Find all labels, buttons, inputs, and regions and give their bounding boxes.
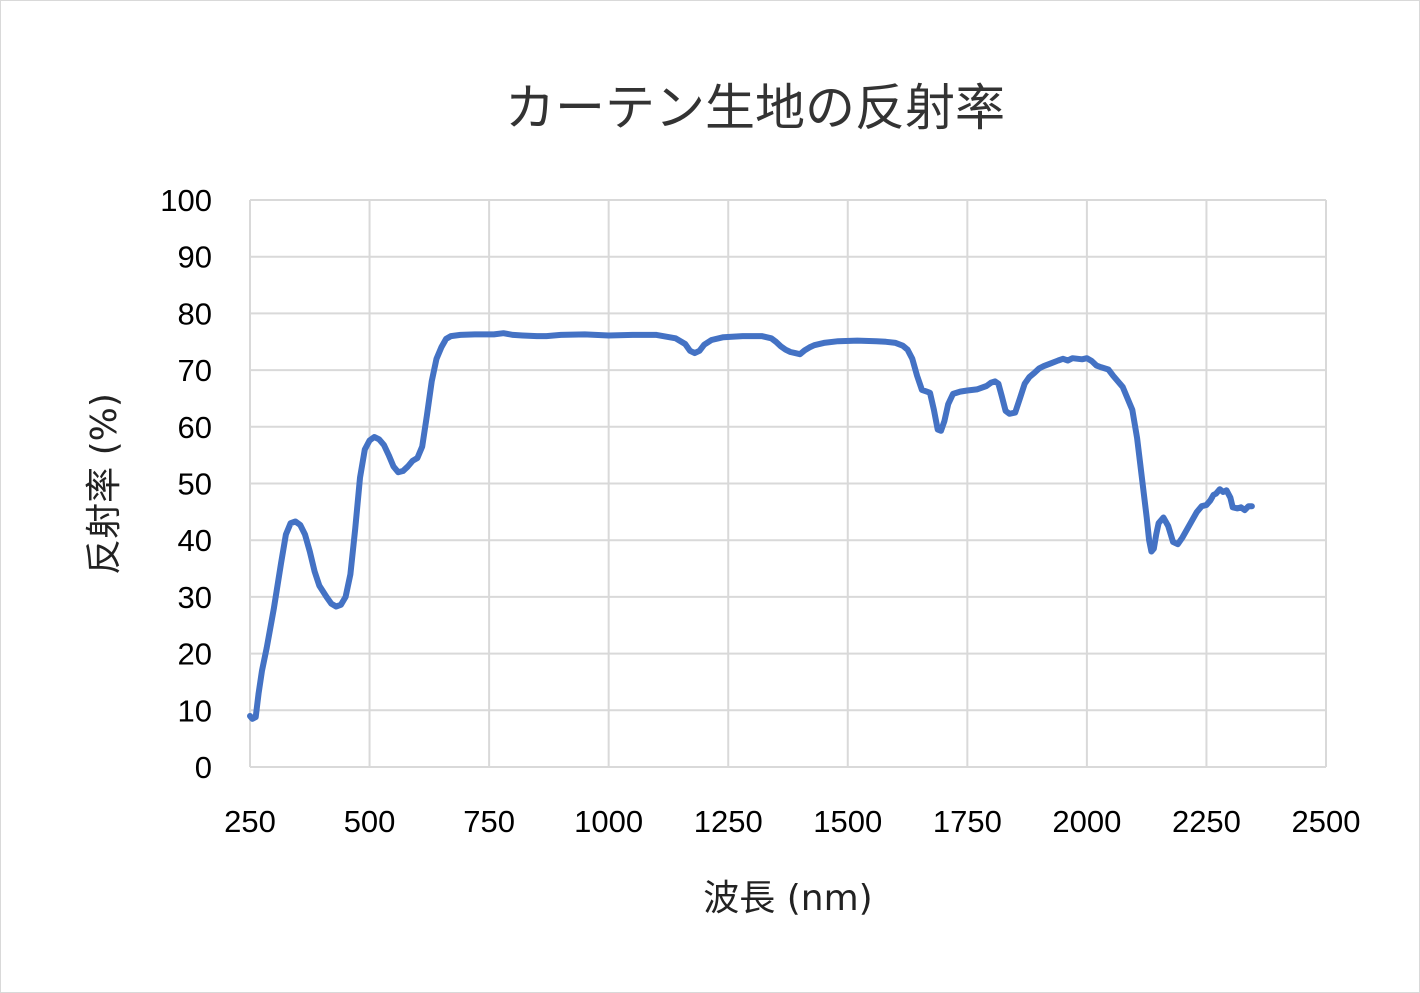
- y-axis-title: 反射率 (%): [84, 393, 125, 575]
- x-axis-title: 波長 (nm): [703, 878, 872, 919]
- y-tick-label: 70: [178, 353, 212, 388]
- x-tick-label: 500: [344, 804, 396, 839]
- y-tick-label: 80: [178, 296, 212, 331]
- x-tick-label: 1250: [694, 804, 763, 839]
- series-line: [247, 330, 1255, 722]
- y-tick-label: 20: [178, 637, 212, 672]
- x-tick-label: 750: [463, 804, 515, 839]
- x-tick-label: 2500: [1292, 804, 1361, 839]
- y-tick-label: 90: [178, 240, 212, 275]
- x-tick-label: 2250: [1172, 804, 1241, 839]
- y-tick-label: 0: [195, 750, 212, 785]
- y-tick-label: 10: [178, 693, 212, 728]
- x-tick-label: 1000: [574, 804, 643, 839]
- tick-labels: 0 10 20 30 40 50 60 70 80 90 100 250 500 750 1000 1250 1…: [160, 183, 1360, 839]
- y-tick-label: 60: [178, 410, 212, 445]
- y-tick-label: 30: [178, 580, 212, 615]
- x-tick-label: 2000: [1052, 804, 1121, 839]
- x-tick-label: 1500: [813, 804, 882, 839]
- series-layer: [247, 330, 1255, 722]
- chart-title: カーテン生地の反射率: [505, 79, 1005, 137]
- y-tick-label: 50: [178, 467, 212, 502]
- x-tick-label: 1750: [933, 804, 1002, 839]
- x-tick-label: 250: [224, 804, 276, 839]
- y-tick-label: 40: [178, 523, 212, 558]
- y-tick-label: 100: [160, 183, 212, 218]
- gridlines: [249, 199, 1327, 768]
